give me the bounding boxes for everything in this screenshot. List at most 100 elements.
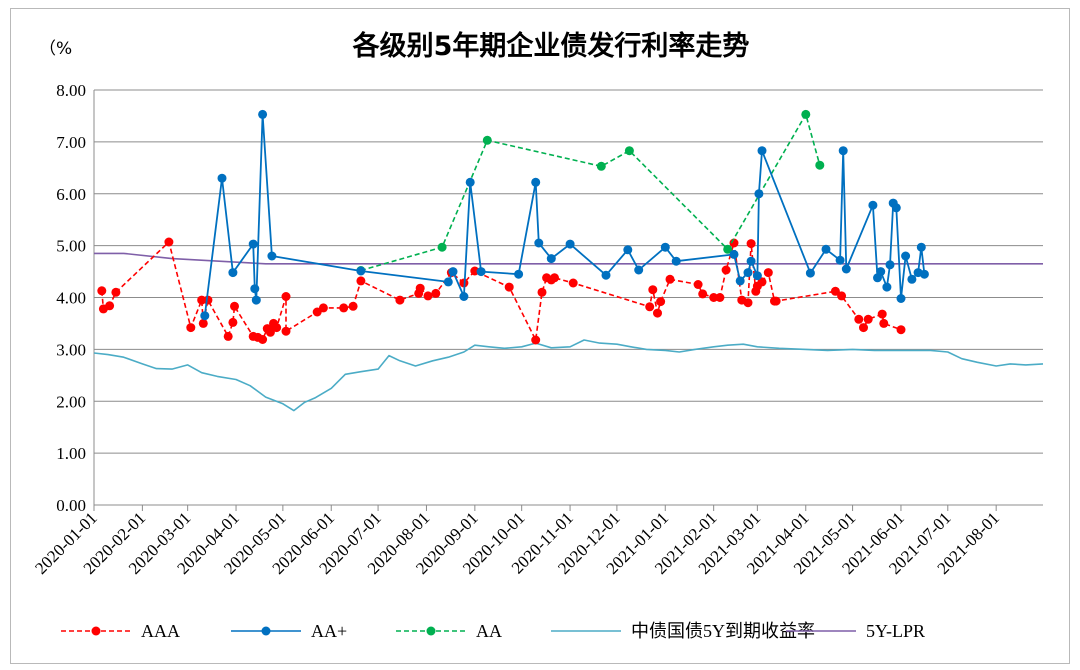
series-0-point-65 (863, 314, 873, 324)
series-1-point-1 (217, 173, 227, 183)
series-0-point-64 (859, 323, 868, 333)
series-2-line (360, 113, 821, 272)
series-0-point-45 (665, 274, 675, 284)
series-0-point-66 (877, 309, 887, 319)
series-2 (356, 109, 825, 275)
legend-marker-1 (261, 626, 271, 636)
series-0-point-28 (415, 283, 425, 293)
y-tick-label-5: 5.00 (56, 237, 86, 256)
series-0-point-58 (763, 268, 773, 278)
series-1-point-47 (916, 242, 926, 252)
series-0-point-25 (356, 276, 366, 286)
series-0-point-57 (757, 277, 767, 287)
series-1-point-26 (743, 268, 753, 278)
legend-marker-2 (426, 626, 436, 636)
legend-item-3: 中债国债5Y到期收益率 (551, 621, 815, 641)
chart-frame: 各级别5年期企业债发行利率走势 （% 0.00 1.00 2.00 3.00 4.00 5… (10, 8, 1070, 664)
y-axis-unit: （% (39, 39, 72, 59)
series-1-point-39 (882, 282, 892, 292)
series-0-point-5 (186, 323, 196, 333)
series-1 (200, 109, 929, 321)
legend-item-4: 5Y-LPR (786, 621, 925, 641)
series-0-point-4 (164, 237, 174, 247)
legend: AAA AA+ AA 中债国债5Y到期收益率 5Y-LPR (61, 621, 925, 641)
series-4-line (94, 252, 1043, 265)
series-3-line (93, 339, 1044, 412)
series-0-point-30 (431, 288, 441, 298)
series-1-point-10 (448, 267, 458, 277)
series-1-point-11 (459, 292, 469, 301)
series-0-point-11 (230, 301, 239, 311)
series-1-point-30 (757, 146, 767, 156)
series-0-point-63 (854, 314, 864, 324)
series-0-point-53 (743, 298, 753, 308)
chart: 各级别5年期企业债发行利率走势 （% 0.00 1.00 2.00 3.00 4.00 5… (31, 30, 1044, 641)
series-1-point-35 (841, 264, 851, 274)
series-3 (93, 339, 1044, 412)
series-0-point-10 (228, 317, 238, 327)
series-0-point-22 (318, 303, 328, 313)
series-1-point-31 (805, 268, 815, 278)
series-0-point-14 (258, 335, 268, 344)
series-0-point-44 (656, 297, 666, 307)
series-layer (93, 109, 1044, 412)
y-tick-label-7: 7.00 (56, 133, 86, 152)
series-0-point-0 (97, 286, 107, 296)
series-0-point-36 (537, 287, 547, 297)
series-2-point-2 (482, 135, 492, 145)
series-0-point-19 (281, 292, 291, 301)
series-1-point-17 (546, 254, 556, 264)
y-axis-ticks: 0.00 1.00 2.00 3.00 4.00 5.00 6.00 7.00 8.00 (56, 81, 86, 515)
series-1-point-5 (251, 295, 261, 305)
series-0-point-50 (721, 265, 731, 275)
series-0-point-41 (645, 302, 655, 312)
series-0-point-43 (653, 308, 662, 318)
legend-label-4: 5Y-LPR (866, 621, 925, 641)
series-2-point-3 (596, 161, 606, 171)
series-0-point-40 (568, 278, 578, 288)
series-0-point-29 (423, 291, 433, 301)
series-0-point-42 (648, 285, 658, 295)
series-0-point-67 (879, 318, 889, 328)
series-1-point-15 (531, 177, 541, 187)
series-1-point-16 (534, 238, 544, 248)
series-0-point-47 (698, 289, 708, 299)
series-1-point-20 (623, 245, 633, 255)
series-1-point-33 (835, 255, 845, 265)
series-1-point-7 (267, 251, 277, 261)
series-0-point-7 (198, 318, 208, 328)
series-1-point-12 (465, 177, 475, 187)
series-0 (97, 237, 906, 345)
y-tick-label-2: 2.00 (56, 392, 86, 411)
y-tick-label-4: 4.00 (56, 289, 86, 308)
series-1-point-34 (838, 146, 848, 156)
series-1-point-27 (746, 256, 756, 266)
series-0-point-46 (693, 280, 703, 289)
series-1-point-18 (565, 239, 575, 249)
series-1-point-29 (754, 189, 764, 199)
series-2-point-4 (624, 146, 634, 156)
series-1-point-22 (660, 242, 670, 252)
series-0-point-48 (709, 293, 719, 302)
series-0-point-60 (771, 296, 781, 306)
legend-label-3: 中债国债5Y到期收益率 (631, 621, 815, 641)
series-1-point-48 (919, 269, 929, 279)
series-1-point-40 (885, 260, 895, 270)
series-1-point-4 (250, 284, 260, 294)
series-2-point-1 (437, 242, 447, 252)
series-0-point-6 (197, 295, 207, 305)
series-0-point-24 (348, 301, 358, 311)
series-2-point-5 (723, 244, 733, 254)
legend-item-2: AA (396, 621, 502, 641)
series-1-point-25 (735, 276, 745, 286)
series-0-point-39 (550, 273, 559, 283)
legend-marker-0 (91, 626, 101, 636)
series-0-point-16 (265, 327, 275, 337)
series-0-point-23 (339, 303, 349, 313)
x-axis-ticks: 2020-01-012020-02-012020-03-012020-04-01… (31, 505, 1003, 578)
chart-title: 各级别5年期企业债发行利率走势 (352, 30, 750, 62)
series-0-point-3 (111, 287, 121, 297)
series-4 (94, 252, 1043, 265)
series-1-point-32 (821, 244, 831, 254)
y-tick-label-0: 0.00 (56, 496, 86, 515)
